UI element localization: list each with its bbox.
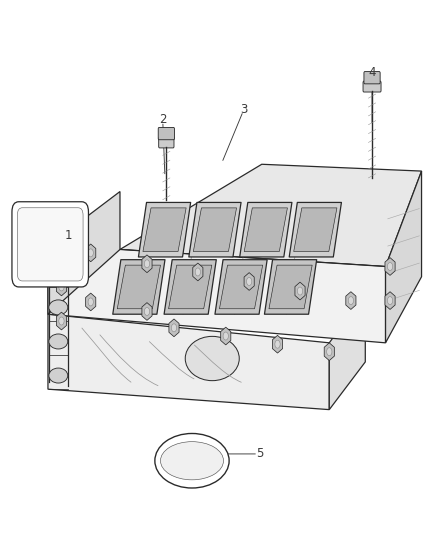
Polygon shape [295,282,305,300]
FancyBboxPatch shape [12,202,88,287]
Ellipse shape [49,266,68,281]
Circle shape [387,296,393,304]
Circle shape [195,268,201,276]
Circle shape [88,249,93,257]
Text: 5: 5 [256,447,263,461]
Polygon shape [219,265,263,309]
Ellipse shape [155,433,229,488]
FancyBboxPatch shape [364,71,380,84]
Polygon shape [48,191,120,314]
Ellipse shape [185,336,239,381]
Circle shape [145,308,150,316]
Circle shape [247,278,252,286]
Polygon shape [269,265,312,309]
Polygon shape [189,203,241,257]
Polygon shape [120,164,421,266]
Text: 3: 3 [240,103,247,116]
Polygon shape [113,260,165,314]
Polygon shape [169,265,212,309]
Polygon shape [294,208,337,252]
Ellipse shape [49,368,68,383]
Polygon shape [86,293,96,311]
Ellipse shape [160,442,223,480]
Ellipse shape [49,334,68,349]
Polygon shape [57,278,67,296]
Circle shape [59,317,64,325]
Polygon shape [265,260,317,314]
Polygon shape [324,343,334,360]
Circle shape [297,287,303,295]
Circle shape [387,263,393,270]
Polygon shape [272,335,283,353]
Polygon shape [86,244,96,262]
Ellipse shape [49,300,68,315]
Polygon shape [48,249,385,343]
Polygon shape [385,257,395,276]
Polygon shape [57,312,67,330]
Polygon shape [117,265,160,309]
Polygon shape [346,292,356,310]
Text: 1: 1 [64,229,72,243]
Circle shape [275,340,280,348]
Polygon shape [138,203,191,257]
Circle shape [348,296,353,304]
Circle shape [88,298,93,306]
Polygon shape [143,208,186,252]
Polygon shape [169,319,179,337]
Circle shape [59,283,64,291]
Circle shape [223,332,228,340]
Text: 2: 2 [159,114,166,126]
Text: 4: 4 [368,66,376,79]
FancyBboxPatch shape [159,137,174,148]
Polygon shape [289,203,342,257]
Polygon shape [48,314,329,410]
FancyBboxPatch shape [18,208,83,281]
Polygon shape [385,292,395,310]
Polygon shape [240,203,292,257]
Circle shape [145,260,150,268]
Polygon shape [221,327,231,345]
FancyBboxPatch shape [363,81,381,92]
Polygon shape [142,255,152,273]
Polygon shape [164,260,216,314]
Polygon shape [215,260,267,314]
Polygon shape [142,303,152,320]
Polygon shape [244,208,287,252]
Polygon shape [244,273,254,290]
Polygon shape [193,208,237,252]
FancyBboxPatch shape [158,127,174,140]
Circle shape [171,324,177,332]
Circle shape [327,348,332,356]
Polygon shape [193,263,203,281]
Polygon shape [329,294,365,410]
Polygon shape [385,171,421,343]
